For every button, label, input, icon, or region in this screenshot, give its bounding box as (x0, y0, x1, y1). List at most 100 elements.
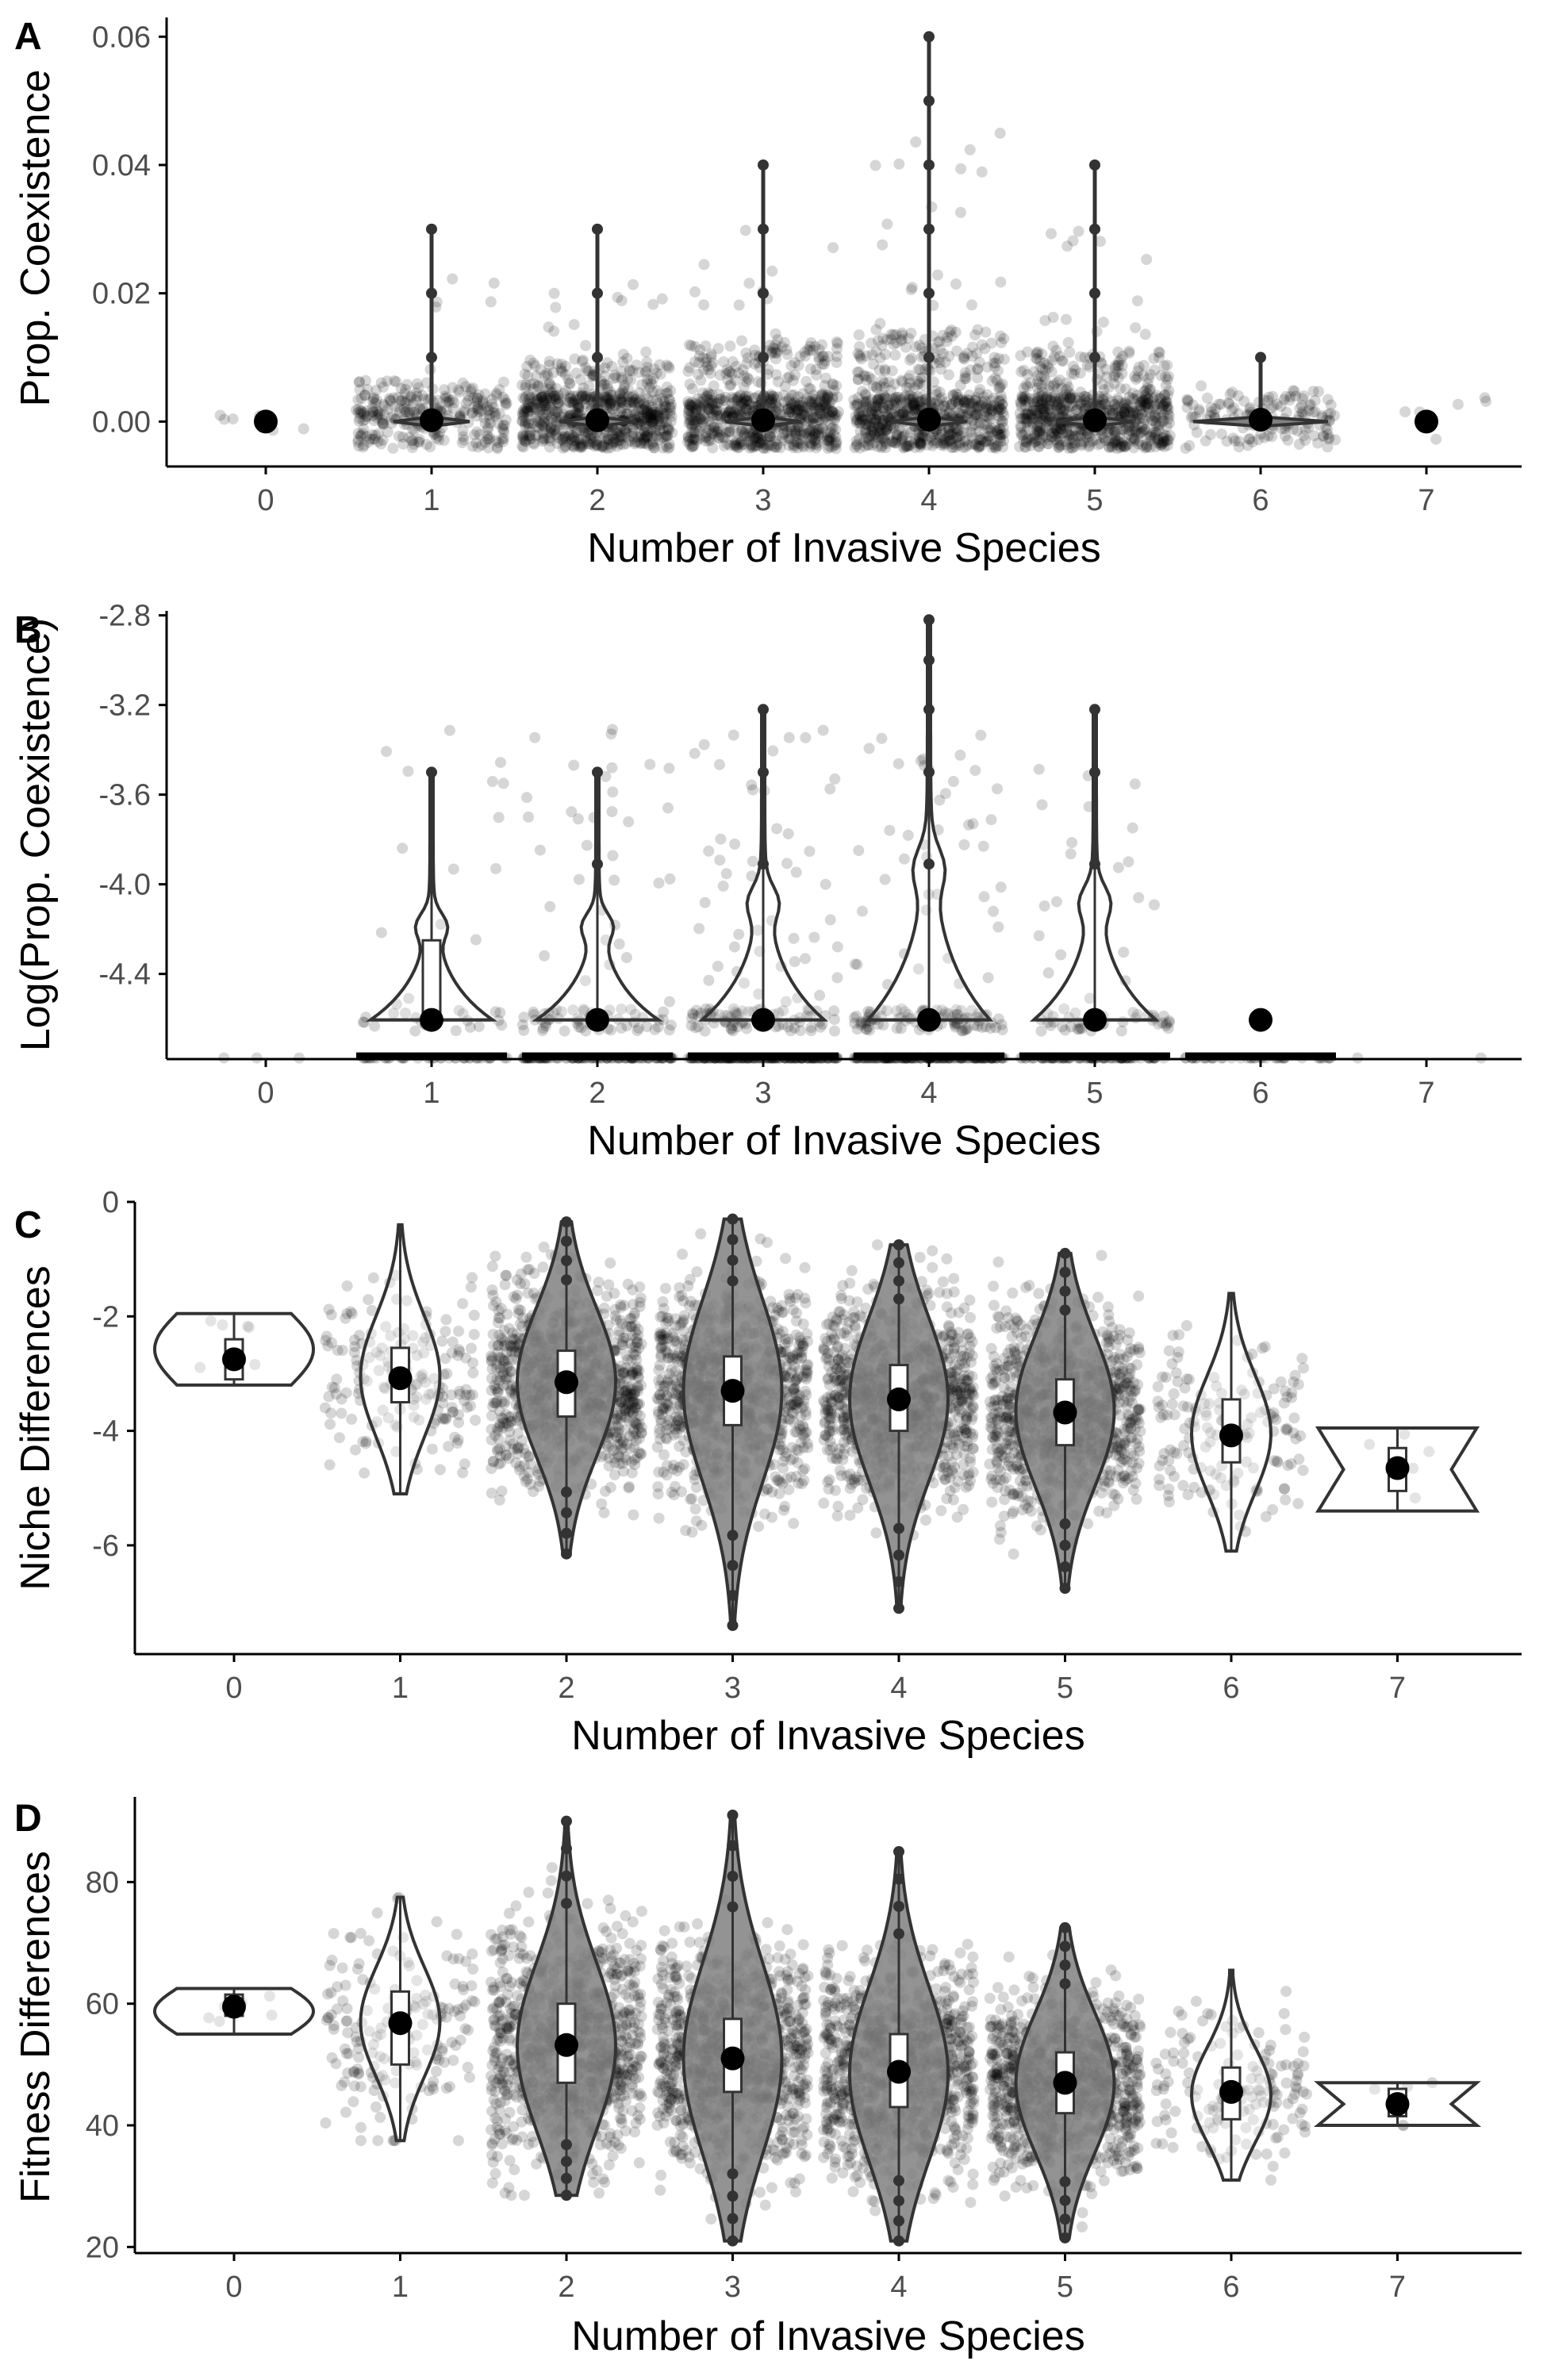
jitter-point (606, 806, 618, 817)
jitter-point (544, 900, 556, 912)
jitter-point (643, 439, 654, 451)
jitter-point (607, 786, 619, 798)
jitter-point (409, 406, 420, 418)
jitter-point (620, 952, 632, 963)
jitter-point (608, 874, 620, 886)
jitter-point (862, 414, 873, 426)
jitter-point (570, 436, 582, 447)
x-tick-label: 6 (1252, 1077, 1269, 1110)
jitter-point (631, 436, 643, 448)
jitter-point (1065, 393, 1077, 405)
mean-point (585, 1008, 609, 1032)
jitter-point (439, 393, 451, 405)
jitter-point (712, 961, 724, 972)
jitter-point (520, 391, 532, 403)
jitter-point (886, 436, 898, 448)
jitter-point (958, 839, 970, 850)
jitter-point (388, 392, 400, 404)
jitter-point (660, 401, 672, 413)
jitter-point (471, 410, 482, 422)
jitter-point (580, 340, 592, 351)
jitter-point (635, 438, 647, 450)
jitter-point (867, 380, 879, 392)
jitter-point (402, 766, 414, 777)
x-tick-label: 0 (257, 1077, 274, 1110)
jitter-point (378, 419, 390, 431)
jitter-point (954, 206, 966, 218)
outlier-point (426, 766, 437, 778)
jitter-point (471, 393, 483, 405)
jitter-point (382, 375, 393, 387)
jitter-point (686, 441, 698, 453)
jitter-point (396, 394, 408, 406)
jitter-point (853, 845, 865, 857)
jitter-point (447, 273, 459, 285)
jitter-point (703, 432, 715, 444)
jitter-point (874, 352, 886, 364)
jitter-point (426, 1443, 438, 1455)
jitter-point (536, 1025, 548, 1037)
jitter-point (374, 408, 386, 420)
jitter-point (545, 386, 557, 398)
jitter-point (494, 1007, 506, 1019)
jitter-point (889, 349, 901, 361)
jitter-point (413, 433, 425, 445)
jitter-point (433, 434, 445, 446)
jitter-point (994, 127, 1006, 139)
jitter-point (523, 417, 534, 429)
jitter-point (457, 425, 469, 436)
jitter-point (393, 405, 405, 417)
jitter-point (482, 422, 493, 434)
jitter-point (906, 352, 917, 364)
jitter-point (1238, 395, 1250, 407)
jitter-point (698, 299, 710, 311)
jitter-point (995, 276, 1007, 288)
jitter-point (359, 390, 370, 401)
jitter-point (1043, 380, 1055, 392)
jitter-point (336, 1345, 348, 1356)
jitter-point (482, 405, 494, 416)
outlier-point (758, 287, 769, 299)
jitter-point (1076, 440, 1088, 451)
jitter-point (804, 383, 816, 395)
jitter-point (516, 379, 528, 391)
jitter-point (996, 1019, 1008, 1031)
jitter-point (486, 398, 498, 410)
jitter-point (497, 420, 509, 432)
y-tick-label: 0.06 (92, 21, 151, 54)
jitter-point (607, 436, 619, 448)
outlier-point (1089, 287, 1100, 299)
mean-point (1249, 1008, 1273, 1032)
jitter-point (549, 390, 560, 402)
jitter-point (1107, 437, 1119, 449)
jitter-point (1139, 328, 1151, 340)
panel-letter: C (14, 1204, 42, 1246)
jitter-point (654, 424, 666, 436)
jitter-point (976, 166, 988, 178)
jitter-point (482, 442, 494, 454)
jitter-point (975, 729, 987, 741)
jitter-point (940, 788, 951, 800)
jitter-point (395, 395, 407, 407)
jitter-point (443, 724, 455, 736)
panel-marks (218, 614, 1487, 1064)
jitter-point (663, 1024, 675, 1036)
jitter-point (372, 409, 384, 420)
jitter-point (1018, 382, 1030, 394)
jitter-point (359, 1016, 370, 1028)
jitter-point (808, 412, 820, 424)
jitter-point (1153, 346, 1165, 358)
outlier-point (923, 858, 935, 870)
jitter-point (639, 404, 651, 416)
jitter-point (683, 405, 695, 416)
jitter-point (492, 441, 503, 453)
jitter-point (401, 378, 413, 390)
jitter-point (712, 343, 724, 355)
jitter-point (933, 354, 945, 365)
jitter-point (1330, 434, 1341, 446)
jitter-point (359, 374, 371, 386)
jitter-point (369, 1020, 381, 1032)
jitter-point (352, 434, 364, 446)
jitter-point (663, 762, 675, 774)
jitter-point (1039, 405, 1051, 417)
